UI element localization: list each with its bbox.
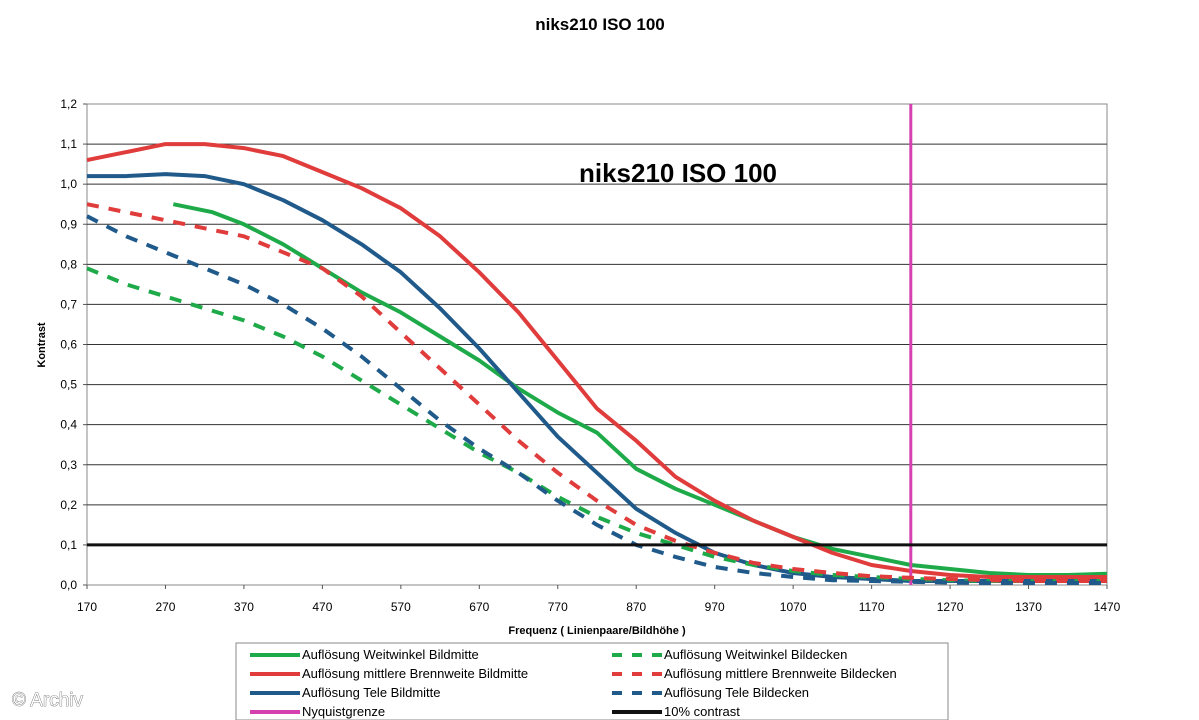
y-ticks: 0,0 0,1 0,2 0,3 0,4 0,5 0,6 0,7 0,8 0,9 1,0 1,1 1,2 (60, 97, 87, 592)
series-line-auflosung-mittlere-brennweite-bildmitte (86, 142, 1107, 579)
legend: Auflösung Weitwinkel Bildmitte Auflösung … (235, 642, 949, 720)
y-tick-label: 0,7 (60, 297, 77, 311)
x-tick-label: 870 (626, 600, 646, 614)
series-line-auflosung-mittlere-brennweite-bildecken (86, 202, 1107, 583)
y-tick-label: 0,5 (60, 378, 77, 392)
x-tick-label: 1370 (1015, 600, 1042, 614)
x-tick-label: 270 (155, 600, 175, 614)
y-tick-label: 0,8 (60, 257, 77, 271)
y-tick-label: 0,2 (60, 498, 77, 512)
x-tick-label: 170 (77, 600, 97, 614)
y-axis-label: Kontrast (36, 322, 48, 368)
plot-area: niks210 ISO 100 (86, 103, 1108, 586)
x-ticks: 170 270 370 470 570 670 770 870 970 1070 1170 1270 1… (77, 585, 1121, 614)
x-tick-label: 1070 (780, 600, 807, 614)
legend-label: Auflösung mittlere Brennweite Bildecken (664, 666, 897, 681)
y-tick-label: 1,1 (60, 137, 77, 151)
legend-label: Auflösung Weitwinkel Bildecken (664, 647, 847, 662)
legend-label: Auflösung Tele Bildecken (664, 685, 809, 700)
y-tick-label: 1,0 (60, 177, 77, 191)
x-tick-label: 1270 (937, 600, 964, 614)
y-tick-label: 0,3 (60, 458, 77, 472)
y-tick-label: 0,0 (60, 578, 77, 592)
legend-label: Auflösung mittlere Brennweite Bildmitte (302, 666, 528, 681)
x-tick-label: 1170 (859, 600, 885, 614)
x-tick-label: 670 (469, 600, 489, 614)
y-tick-label: 1,2 (60, 97, 77, 111)
y-tick-label: 0,6 (60, 338, 77, 352)
legend-frame (235, 642, 949, 720)
x-tick-label: 770 (548, 600, 568, 614)
x-axis-label: Frequenz ( Linienpaare/Bildhöhe ) (508, 625, 686, 637)
legend-label: 10% contrast (664, 704, 740, 719)
series-line-auflosung-weitwinkel-bildecken (86, 266, 1107, 583)
x-tick-label: 1470 (1094, 600, 1121, 614)
legend-label: Auflösung Weitwinkel Bildmitte (302, 647, 479, 662)
x-tick-label: 470 (312, 600, 332, 614)
chart-title: niks210 ISO 100 (535, 15, 664, 34)
y-tick-label: 0,1 (60, 538, 77, 552)
y-tick-label: 0,9 (60, 217, 77, 231)
legend-label: Auflösung Tele Bildmitte (302, 685, 441, 700)
watermark: © Archiv (12, 690, 84, 711)
series-line-auflosung-tele-bildecken (86, 214, 1107, 585)
legend-label: Nyquistgrenze (302, 704, 385, 719)
y-tick-label: 0,4 (60, 418, 77, 432)
x-tick-label: 370 (234, 600, 254, 614)
series-group (86, 104, 1108, 585)
x-tick-label: 570 (391, 600, 411, 614)
inner-title: niks210 ISO 100 (579, 158, 777, 188)
x-tick-label: 970 (705, 600, 725, 614)
